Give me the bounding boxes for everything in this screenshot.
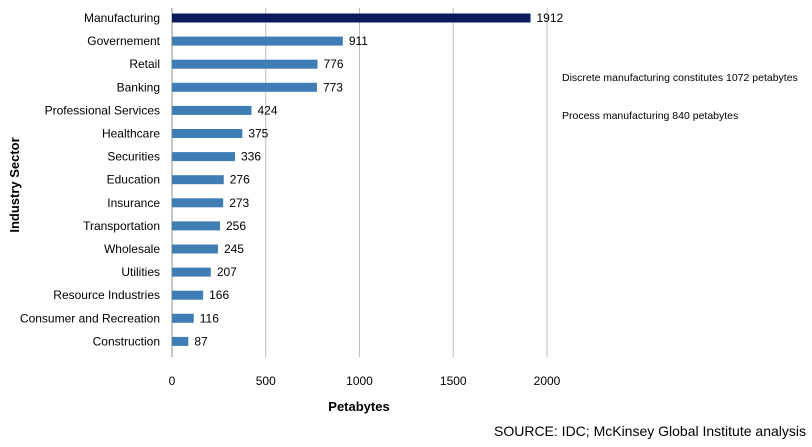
x-axis-title: Petabytes xyxy=(328,399,389,414)
bar xyxy=(172,336,189,346)
bar xyxy=(172,105,252,115)
category-label: Education xyxy=(107,173,160,187)
value-labels: 1912 911 776 773 424 375 336 276 273 256 245 207 166… xyxy=(194,11,563,348)
x-tick-label: 0 xyxy=(169,374,176,388)
x-tick-label: 2000 xyxy=(534,374,561,388)
category-label: Consumer and Recreation xyxy=(20,311,160,325)
bar xyxy=(172,198,224,208)
value-label: 256 xyxy=(226,219,246,233)
category-label: Manufacturing xyxy=(84,11,160,25)
x-tick-labels: 0 500 1000 1500 2000 xyxy=(169,374,561,388)
bar xyxy=(172,313,194,323)
bar xyxy=(172,244,218,254)
category-label: Healthcare xyxy=(102,127,160,141)
bar xyxy=(172,267,211,277)
value-label: 273 xyxy=(229,196,249,210)
category-label: Construction xyxy=(93,334,160,348)
value-label: 776 xyxy=(324,57,344,71)
category-label: Insurance xyxy=(107,196,160,210)
bar xyxy=(172,59,318,69)
bar xyxy=(172,36,343,46)
value-label: 911 xyxy=(349,34,368,48)
value-label: 336 xyxy=(241,150,261,164)
category-label: Securities xyxy=(107,150,160,164)
bar xyxy=(172,13,531,23)
value-label: 276 xyxy=(230,173,250,187)
value-label: 207 xyxy=(217,265,237,279)
category-label: Banking xyxy=(117,80,160,94)
bars xyxy=(172,13,531,346)
y-axis-title: Industry Sector xyxy=(7,137,22,232)
category-label: Wholesale xyxy=(104,242,160,256)
value-label: 87 xyxy=(194,334,208,348)
category-label: Resource Industries xyxy=(53,288,160,302)
source-note: SOURCE: IDC; McKinsey Global Institute a… xyxy=(494,423,806,439)
value-label: 116 xyxy=(200,311,219,325)
bar xyxy=(172,221,220,231)
value-label: 245 xyxy=(224,242,244,256)
value-label: 375 xyxy=(248,127,268,141)
bar xyxy=(172,152,235,162)
category-label: Utilities xyxy=(121,265,160,279)
value-label: 1912 xyxy=(537,11,564,25)
annotation-process: Process manufacturing 840 petabytes xyxy=(562,110,739,122)
category-labels: Manufacturing Governement Retail Banking Pro… xyxy=(20,11,161,348)
bar xyxy=(172,82,317,92)
value-label: 773 xyxy=(323,80,343,94)
x-tick-label: 1500 xyxy=(440,374,467,388)
category-label: Retail xyxy=(129,57,160,71)
category-label: Governement xyxy=(87,34,160,48)
value-label: 166 xyxy=(209,288,229,302)
bar xyxy=(172,129,243,138)
value-label: 424 xyxy=(258,103,278,117)
bar xyxy=(172,175,224,185)
x-tick-label: 1000 xyxy=(346,374,373,388)
category-label: Professional Services xyxy=(45,103,160,117)
annotation-discrete: Discrete manufacturing constitutes 1072 … xyxy=(562,72,798,84)
x-tick-label: 500 xyxy=(256,374,276,388)
category-label: Transportation xyxy=(83,219,160,233)
bar xyxy=(172,290,204,300)
